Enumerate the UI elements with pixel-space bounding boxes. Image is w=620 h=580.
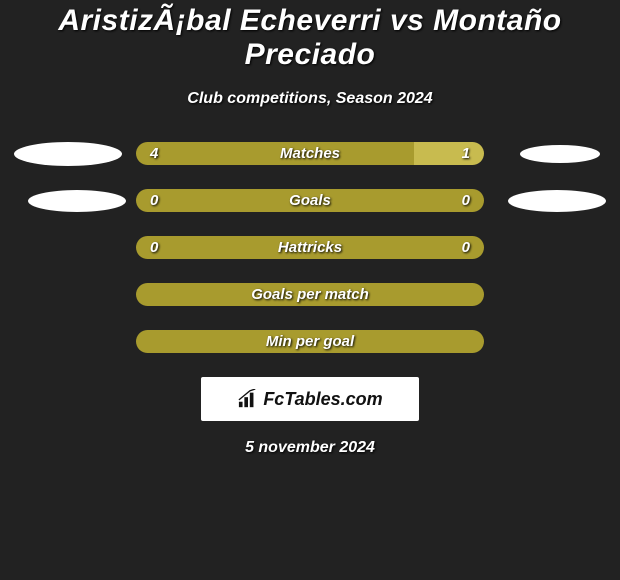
stat-bar: Goals per match <box>136 283 484 306</box>
bar-segment-right <box>414 142 484 165</box>
metric-label: Matches <box>280 142 340 165</box>
left-ellipse <box>28 190 126 212</box>
left-value: 4 <box>150 142 158 165</box>
right-value: 0 <box>462 189 470 212</box>
stat-row: Goals per match <box>0 283 620 306</box>
right-value: 0 <box>462 236 470 259</box>
stat-bar: Min per goal <box>136 330 484 353</box>
stat-row: Min per goal <box>0 330 620 353</box>
subtitle: Club competitions, Season 2024 <box>0 90 620 108</box>
metric-label: Goals per match <box>251 283 369 306</box>
logo-badge: FcTables.com <box>201 377 419 421</box>
left-value: 0 <box>150 189 158 212</box>
logo-text: FcTables.com <box>263 389 382 410</box>
bar-segment-left <box>136 142 414 165</box>
right-value: 1 <box>462 142 470 165</box>
left-indicator-slot <box>6 142 136 166</box>
left-value: 0 <box>150 236 158 259</box>
left-indicator-slot <box>6 190 136 212</box>
right-ellipse <box>520 145 600 163</box>
right-indicator-slot <box>484 145 614 163</box>
right-ellipse <box>508 190 606 212</box>
metric-label: Hattricks <box>278 236 342 259</box>
stat-bar: Hattricks 0 0 <box>136 236 484 259</box>
stat-row: Goals 0 0 <box>0 189 620 212</box>
stat-bar: Matches 4 1 <box>136 142 484 165</box>
stat-row: Hattricks 0 0 <box>0 236 620 259</box>
bar-chart-icon <box>237 389 259 409</box>
rows-container: Matches 4 1 Goals 0 0 Hattricks 0 0 Goals per mat… <box>0 142 620 353</box>
stat-bar: Goals 0 0 <box>136 189 484 212</box>
page-title: AristizÃ¡bal Echeverri vs Montaño Precia… <box>0 4 620 72</box>
right-indicator-slot <box>484 190 614 212</box>
bar-segment-right <box>310 189 484 212</box>
bar-segment-left <box>136 189 310 212</box>
left-ellipse <box>14 142 122 166</box>
comparison-infographic: AristizÃ¡bal Echeverri vs Montaño Precia… <box>0 0 620 580</box>
stat-row: Matches 4 1 <box>0 142 620 165</box>
metric-label: Min per goal <box>266 330 354 353</box>
metric-label: Goals <box>289 189 331 212</box>
date-text: 5 november 2024 <box>0 439 620 457</box>
